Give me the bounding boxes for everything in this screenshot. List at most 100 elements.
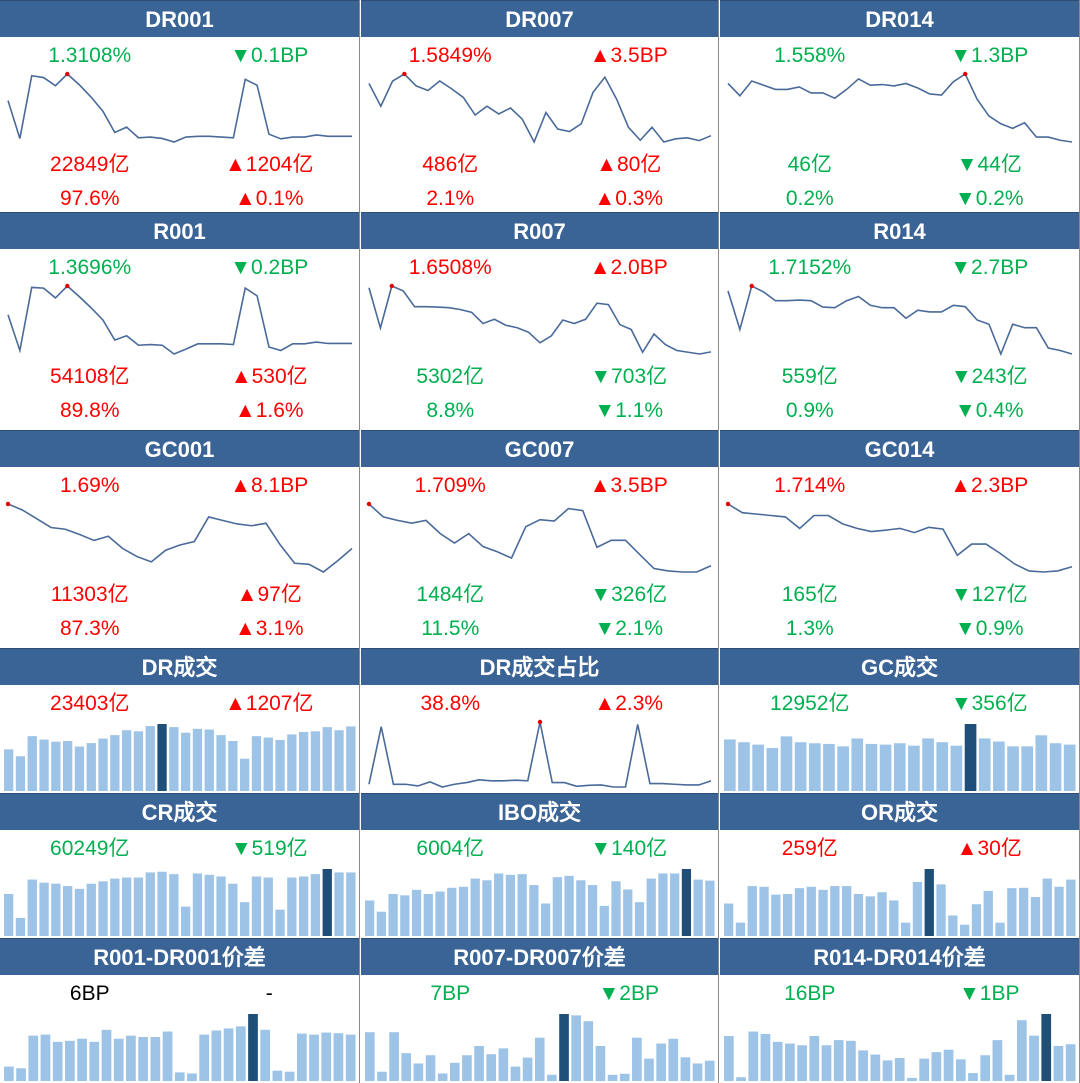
bar: [724, 1035, 734, 1081]
bar: [547, 1074, 557, 1081]
bar: [39, 739, 49, 791]
volume-row: 559亿 ▼243亿: [720, 363, 1079, 391]
series-line: [7, 72, 352, 143]
panel-title: GC014: [720, 430, 1079, 467]
bar: [240, 758, 250, 791]
sparkline-chart: [725, 501, 1073, 573]
bar: [413, 1063, 424, 1081]
bar: [345, 1034, 356, 1081]
bar: [74, 746, 85, 791]
bar: [260, 1029, 271, 1081]
change-value: ▼0.9%: [954, 617, 1024, 640]
current-value: 1.714%: [774, 474, 846, 497]
change-value: ▼519亿: [230, 837, 308, 860]
bar: [830, 886, 840, 936]
bar: [889, 900, 899, 936]
bar: [752, 744, 764, 791]
bar: [995, 922, 1005, 936]
bar: [564, 875, 574, 936]
bar: [40, 1034, 51, 1081]
current-value: 6004亿: [416, 837, 485, 860]
bar: [772, 1041, 783, 1081]
series-line: [727, 284, 1073, 357]
bar: [865, 896, 875, 936]
bar: [760, 1033, 771, 1081]
panel-r014-dr014-: R014-DR014价差 16BP ▼1BP: [720, 938, 1080, 1083]
change-value: ▲3.1%: [234, 617, 304, 640]
sparkline-chart: [368, 71, 712, 144]
rate-row: 16BP ▼1BP: [720, 980, 1079, 1008]
bar: [263, 737, 273, 791]
sparkline-chart: [727, 283, 1073, 357]
bar: [785, 1043, 795, 1081]
bar: [77, 1038, 87, 1081]
change-value: ▼1.1%: [594, 399, 664, 422]
bar: [943, 1049, 954, 1081]
bar: [51, 883, 61, 936]
bar: [893, 743, 906, 791]
bar: [907, 1077, 917, 1081]
bar: [310, 874, 321, 936]
bar: [901, 922, 911, 936]
sparkline-chart: [7, 71, 352, 143]
bar: [187, 1073, 197, 1081]
rate-row: 1.5849% ▲3.5BP: [361, 42, 718, 70]
bar: [611, 881, 621, 936]
bar: [960, 924, 970, 936]
current-value: 259亿: [781, 837, 838, 860]
change-value: ▼0.1BP: [230, 44, 309, 67]
bar: [145, 726, 155, 791]
bar: [27, 879, 37, 936]
bar: [447, 887, 457, 936]
current-value: 1.69%: [59, 474, 120, 497]
bar: [299, 876, 309, 936]
bar: [877, 892, 887, 936]
bar: [599, 905, 609, 936]
bar: [821, 1045, 832, 1081]
volume-row: 1484亿 ▼326亿: [361, 581, 718, 609]
bar: [922, 738, 934, 791]
bar: [1016, 1020, 1027, 1081]
bar: [133, 877, 144, 936]
max-point-marker: [963, 71, 968, 77]
volume-row: 165亿 ▼127亿: [720, 581, 1079, 609]
bar: [595, 1045, 606, 1081]
bar: [122, 730, 132, 791]
panel-ibo-: IBO成交 6004亿 ▼140亿: [361, 793, 719, 938]
panel-title: CR成交: [0, 793, 359, 830]
change-value: ▲3.5BP: [589, 44, 668, 67]
change-value: ▼2.7BP: [950, 256, 1029, 279]
rate-row: 12952亿 ▼356亿: [720, 690, 1079, 718]
current-value: 1.7152%: [768, 256, 852, 279]
current-value: 12952亿: [770, 692, 850, 715]
change-value: ▲80亿: [596, 153, 662, 176]
bar: [983, 890, 993, 936]
bar: [346, 872, 356, 936]
volume-row: 46亿 ▼44亿: [720, 151, 1079, 179]
rate-row: 259亿 ▲30亿: [720, 835, 1079, 863]
bar: [1053, 1045, 1064, 1081]
rate-row: 1.69% ▲8.1BP: [0, 472, 359, 500]
change-value: ▲3.5BP: [589, 474, 668, 497]
bar: [4, 893, 14, 936]
bar: [809, 1035, 820, 1081]
share-row: 89.8% ▲1.6%: [0, 397, 359, 425]
bar: [4, 1066, 14, 1081]
change-value: ▼0.2%: [954, 187, 1024, 210]
bar: [449, 1062, 460, 1081]
series-line: [368, 503, 712, 573]
bar: [401, 1053, 412, 1081]
panel-title: GC007: [361, 430, 718, 467]
bar: [4, 749, 14, 791]
volume-row: 486亿 ▲80亿: [361, 151, 718, 179]
bar: [63, 741, 73, 791]
max-point-marker: [389, 283, 394, 289]
bar: [794, 888, 805, 936]
bar: [470, 878, 480, 936]
bar: [110, 735, 120, 791]
panel-cr-: CR成交 60249亿 ▼519亿: [0, 793, 360, 938]
current-value: 23403亿: [50, 692, 130, 715]
bar: [228, 883, 238, 936]
bar: [1007, 888, 1017, 936]
